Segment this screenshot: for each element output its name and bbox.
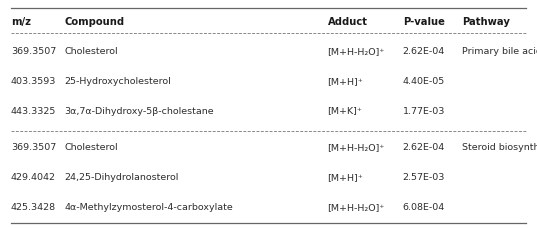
Text: 1.77E-03: 1.77E-03 (403, 106, 445, 116)
Text: [M+H]⁺: [M+H]⁺ (328, 77, 364, 86)
Text: 24,25-Dihydrolanosterol: 24,25-Dihydrolanosterol (64, 173, 179, 182)
Text: 425.3428: 425.3428 (11, 203, 56, 212)
Text: [M+H-H₂O]⁺: [M+H-H₂O]⁺ (328, 47, 385, 56)
Text: 369.3507: 369.3507 (11, 143, 56, 152)
Text: 443.3325: 443.3325 (11, 106, 56, 116)
Text: Cholesterol: Cholesterol (64, 47, 118, 56)
Text: Primary bile acid biosynthesis: Primary bile acid biosynthesis (462, 47, 537, 56)
Text: [M+H-H₂O]⁺: [M+H-H₂O]⁺ (328, 143, 385, 152)
Text: 25-Hydroxycholesterol: 25-Hydroxycholesterol (64, 77, 171, 86)
Text: [M+H-H₂O]⁺: [M+H-H₂O]⁺ (328, 203, 385, 212)
Text: 2.57E-03: 2.57E-03 (403, 173, 445, 182)
Text: Pathway: Pathway (462, 17, 510, 27)
Text: 4α-Methylzymosterol-4-carboxylate: 4α-Methylzymosterol-4-carboxylate (64, 203, 233, 212)
Text: m/z: m/z (11, 17, 31, 27)
Text: Cholesterol: Cholesterol (64, 143, 118, 152)
Text: 3α,7α-Dihydroxy-5β-cholestane: 3α,7α-Dihydroxy-5β-cholestane (64, 106, 214, 116)
Text: [M+H]⁺: [M+H]⁺ (328, 173, 364, 182)
Text: P-value: P-value (403, 17, 445, 27)
Text: 429.4042: 429.4042 (11, 173, 56, 182)
Text: Steroid biosynthesis: Steroid biosynthesis (462, 143, 537, 152)
Text: Adduct: Adduct (328, 17, 367, 27)
Text: [M+K]⁺: [M+K]⁺ (328, 106, 362, 116)
Text: 403.3593: 403.3593 (11, 77, 56, 86)
Text: 369.3507: 369.3507 (11, 47, 56, 56)
Text: 2.62E-04: 2.62E-04 (403, 143, 445, 152)
Text: 2.62E-04: 2.62E-04 (403, 47, 445, 56)
Text: 6.08E-04: 6.08E-04 (403, 203, 445, 212)
Text: Compound: Compound (64, 17, 125, 27)
Text: 4.40E-05: 4.40E-05 (403, 77, 445, 86)
